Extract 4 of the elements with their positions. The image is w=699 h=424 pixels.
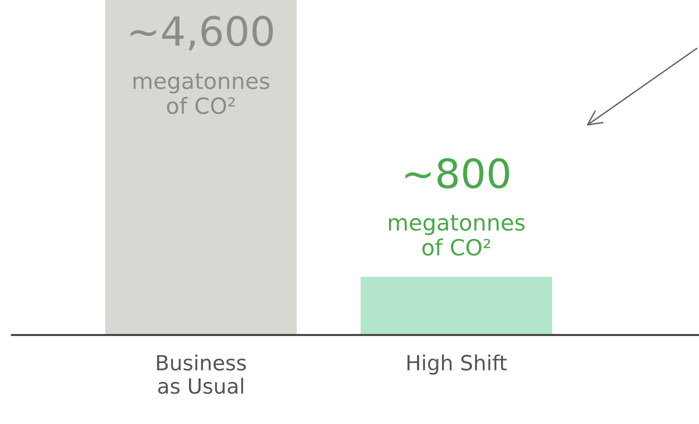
x-tick-label: Business as Usual (157, 354, 246, 394)
data-label: ~4,600 megatonnes of CO² (130, 16, 273, 114)
x-tick-label: High Shift (407, 354, 507, 375)
data-label: ~800 megatonnes of CO² (389, 158, 525, 256)
